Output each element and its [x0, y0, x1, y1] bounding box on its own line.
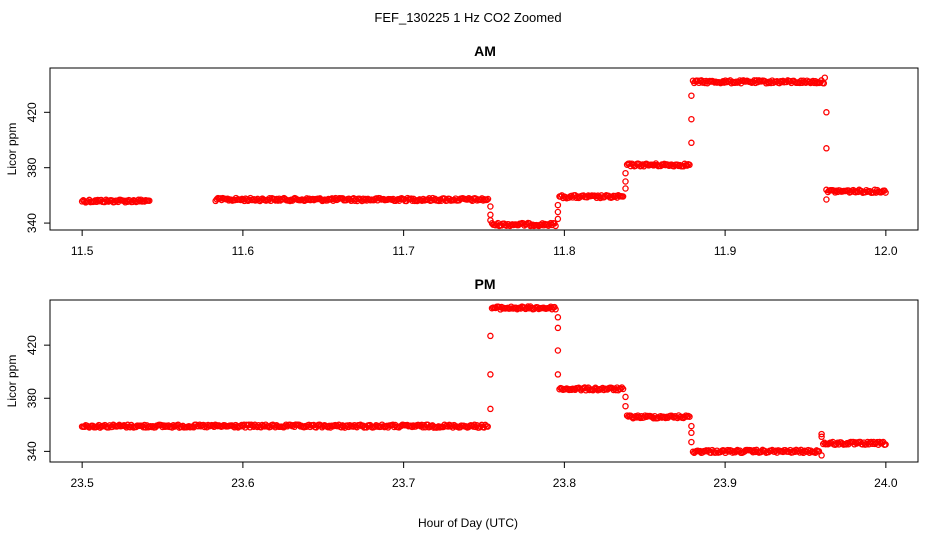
data-point-am	[823, 186, 830, 194]
figure-title: FEF_130225 1 Hz CO2 Zoomed	[374, 10, 561, 25]
x-tick-label-am: 11.8	[553, 244, 576, 258]
data-point-pm	[554, 324, 562, 332]
data-point-pm	[554, 347, 562, 354]
x-tick-label-am: 11.5	[71, 244, 94, 258]
data-point-am	[146, 197, 153, 204]
chart-panel-am: AM 11.5 11.6 11.7 11.8 11.9 12.0 340 380 420 Li…	[5, 43, 919, 258]
y-tick-label-pm: 340	[25, 441, 39, 461]
y-axis-label-pm: Licor ppm	[5, 355, 19, 408]
y-axis-am: 340 380 420	[25, 102, 50, 233]
x-axis-label: Hour of Day (UTC)	[418, 516, 518, 530]
x-tick-label-pm: 23.8	[553, 476, 577, 490]
data-point-pm	[882, 441, 889, 448]
panel-title-am: AM	[474, 43, 496, 59]
data-point-pm	[617, 385, 624, 392]
data-point-pm	[724, 446, 732, 454]
data-point-am	[821, 74, 829, 81]
x-axis-am: 11.5 11.6 11.7 11.8 11.9 12.0	[71, 229, 898, 258]
data-point-am	[554, 215, 562, 223]
data-point-pm	[487, 332, 494, 340]
data-point-am	[823, 109, 830, 116]
plot-frame-pm	[49, 299, 919, 463]
data-point-pm	[688, 422, 695, 430]
x-tick-label-am: 11.7	[392, 244, 415, 258]
data-point-am	[686, 161, 693, 169]
data-point-pm	[619, 385, 627, 393]
data-point-pm	[682, 412, 690, 419]
data-point-am	[552, 222, 559, 230]
data-point-pm	[818, 433, 825, 441]
data-point-pm	[487, 405, 494, 413]
data-point-am	[622, 178, 629, 185]
panel-title-pm: PM	[475, 276, 496, 292]
data-point-am	[484, 195, 492, 203]
data-point-pm	[688, 429, 695, 437]
series-pm	[78, 303, 889, 459]
data-point-pm	[686, 413, 693, 420]
y-tick-label-pm: 380	[25, 388, 39, 408]
data-point-am	[688, 115, 695, 123]
x-tick-label-pm: 24.0	[874, 476, 898, 490]
y-tick-label-am: 340	[25, 213, 39, 233]
data-point-pm	[618, 384, 626, 391]
y-tick-label-pm: 420	[25, 335, 39, 355]
data-point-am	[619, 193, 627, 200]
data-point-am	[487, 211, 494, 219]
data-point-pm	[622, 402, 629, 410]
x-tick-label-pm: 23.6	[231, 476, 255, 490]
series-am	[78, 74, 889, 230]
data-point-am	[487, 217, 494, 224]
y-axis-label-am: Licor ppm	[5, 123, 19, 176]
chart-panel-pm: PM 23.5 23.6 23.7 23.8 23.9 24.0 340 380 420 Li…	[5, 276, 919, 490]
data-point-am	[823, 145, 830, 152]
x-tick-label-am: 12.0	[874, 244, 898, 258]
data-point-pm	[552, 306, 559, 313]
data-point-am	[487, 203, 494, 210]
x-tick-label-am: 11.9	[714, 244, 737, 258]
data-point-pm	[688, 438, 695, 446]
data-point-am	[554, 201, 562, 209]
x-tick-label-pm: 23.9	[713, 476, 737, 490]
data-point-am	[622, 169, 629, 177]
data-point-pm	[487, 371, 494, 378]
data-point-pm	[554, 371, 562, 378]
data-point-pm	[818, 452, 825, 459]
data-point-am	[554, 208, 562, 216]
data-point-am	[688, 92, 695, 99]
x-axis-pm: 23.5 23.6 23.7 23.8 23.9 24.0	[70, 461, 898, 490]
data-point-pm	[484, 423, 491, 430]
x-tick-label-pm: 23.7	[392, 476, 416, 490]
data-point-am	[688, 139, 695, 147]
data-point-am	[823, 196, 830, 203]
y-axis-pm: 340 380 420	[25, 335, 50, 461]
y-tick-label-am: 420	[25, 102, 39, 122]
data-point-pm	[818, 430, 825, 438]
data-point-pm	[729, 449, 736, 456]
y-tick-label-am: 380	[25, 157, 39, 177]
data-point-am	[622, 185, 629, 192]
data-point-am	[882, 189, 889, 196]
x-tick-label-am: 11.6	[232, 244, 255, 258]
plot-frame-am	[49, 67, 919, 231]
x-tick-label-pm: 23.5	[70, 476, 94, 490]
data-point-pm	[622, 393, 629, 401]
data-point-pm	[554, 314, 562, 321]
